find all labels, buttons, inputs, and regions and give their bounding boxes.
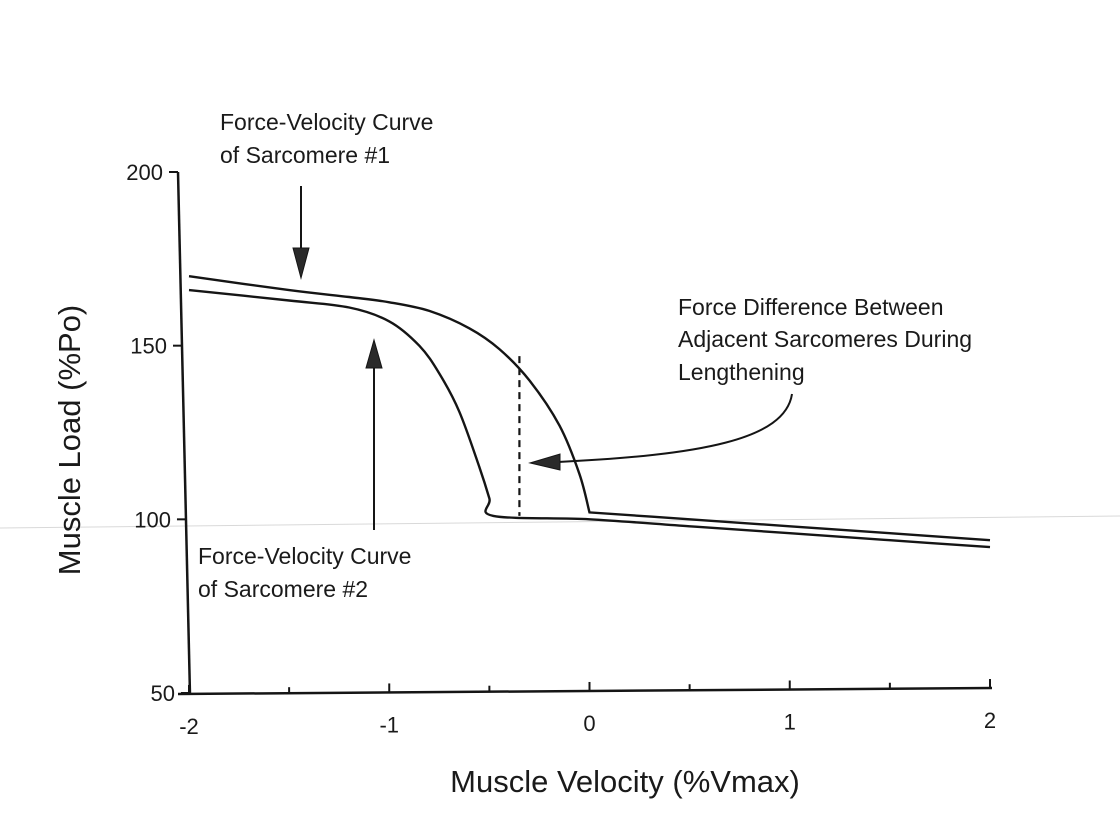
y-ticks: 50 100 150 200 xyxy=(126,160,190,706)
force-difference-arrow xyxy=(557,393,793,463)
y-tick-label: 100 xyxy=(134,507,171,532)
annotation-sarcomere-1-line-1: Force-Velocity Curve xyxy=(220,109,433,135)
annotation-sarcomere-2-line-1: Force-Velocity Curve xyxy=(198,543,411,569)
y-axis xyxy=(176,171,192,696)
annotation-force-difference: Force Difference Between Adjacent Sarcom… xyxy=(678,294,978,385)
x-tick-label: -1 xyxy=(379,712,399,737)
annotation-sarcomere-1: Force-Velocity Curve of Sarcomere #1 xyxy=(220,109,440,168)
y-tick-label: 150 xyxy=(130,334,167,359)
force-difference-arrowhead xyxy=(528,453,561,471)
x-axis-title: Muscle Velocity (%Vmax) xyxy=(450,764,800,799)
annotation-force-difference-line-1: Force Difference Between xyxy=(678,294,944,320)
sarcomere-2-curve xyxy=(188,288,991,549)
y-tick-label: 50 xyxy=(150,681,174,706)
sarcomere-1-curve xyxy=(188,275,991,542)
annotation-sarcomere-1-line-2: of Sarcomere #1 xyxy=(220,142,390,168)
x-tick-label: 1 xyxy=(784,709,796,734)
annotation-force-difference-line-2: Adjacent Sarcomeres During xyxy=(678,326,972,352)
annotation-sarcomere-2: Force-Velocity Curve of Sarcomere #2 xyxy=(198,543,418,602)
x-tick-label: 2 xyxy=(984,708,996,733)
y-axis-title: Muscle Load (%Po) xyxy=(52,305,87,576)
annotation-sarcomere-2-line-2: of Sarcomere #2 xyxy=(198,576,368,602)
x-ticks: -2 -1 0 1 2 xyxy=(179,679,996,739)
x-axis xyxy=(177,686,993,696)
x-tick-label: -2 xyxy=(179,714,199,739)
sarcomere-2-arrowhead xyxy=(365,338,383,369)
sarcomere-1-arrowhead xyxy=(292,247,310,280)
y-tick-label: 200 xyxy=(126,160,163,185)
annotation-force-difference-line-3: Lengthening xyxy=(678,359,805,385)
x-tick-label: 0 xyxy=(583,711,595,736)
